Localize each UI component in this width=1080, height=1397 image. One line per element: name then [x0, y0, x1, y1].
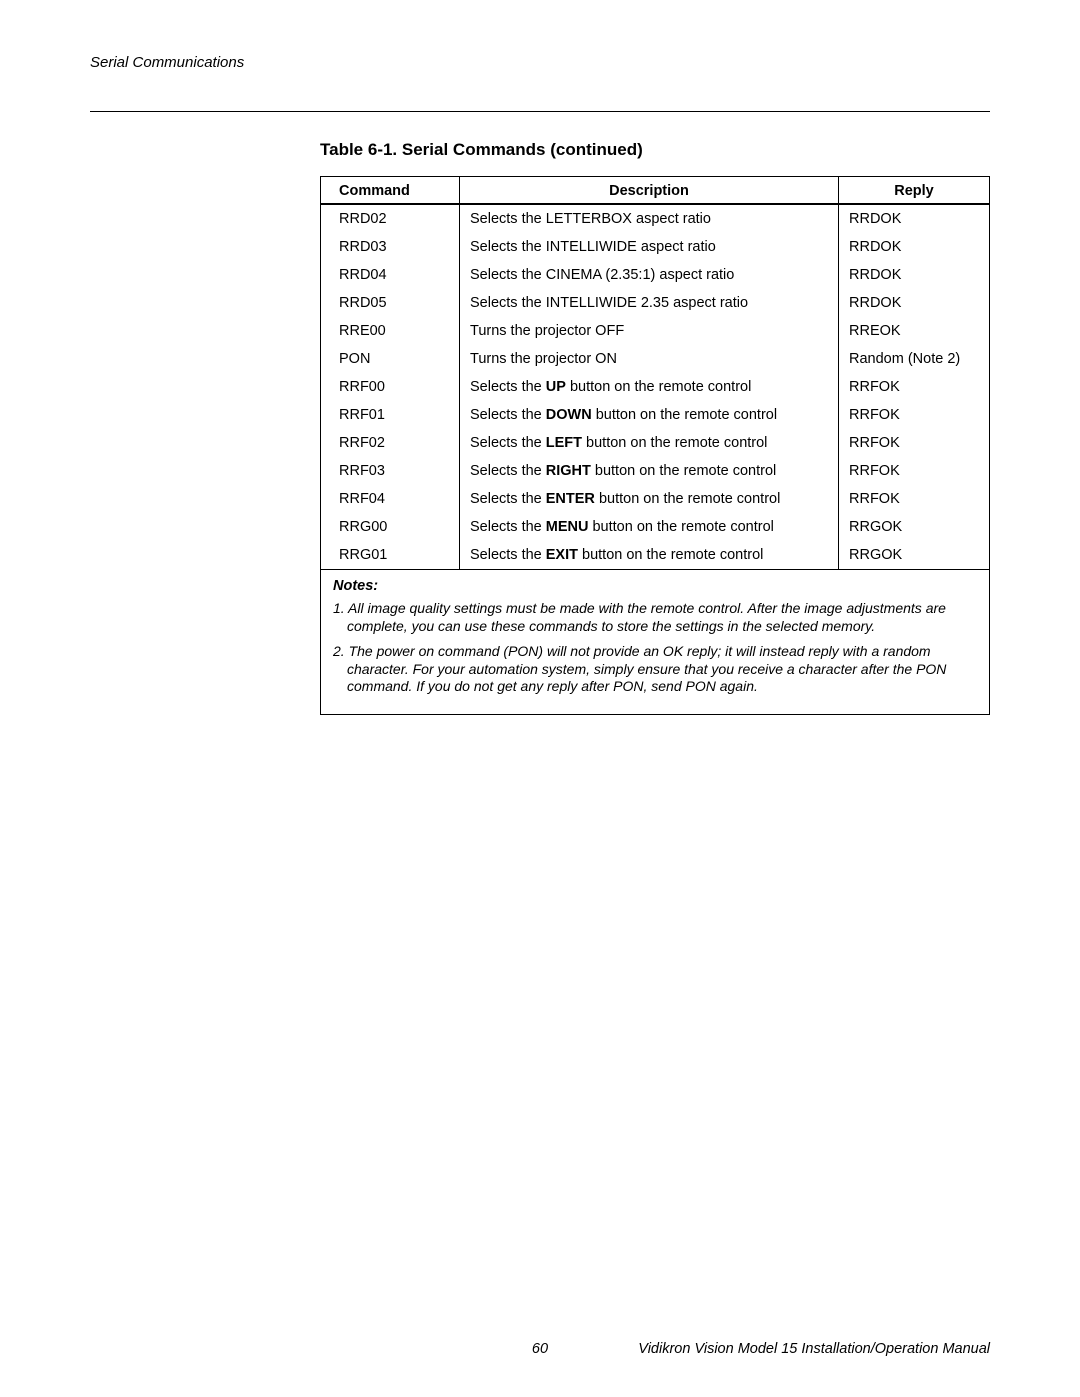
cell-description: Selects the CINEMA (2.35:1) aspect ratio — [460, 261, 839, 289]
cell-description: Selects the RIGHT button on the remote c… — [460, 457, 839, 485]
desc-bold: EXIT — [546, 547, 578, 563]
col-header-reply: Reply — [839, 177, 990, 205]
cell-description: Selects the MENU button on the remote co… — [460, 513, 839, 541]
cell-description: Selects the INTELLIWIDE aspect ratio — [460, 233, 839, 261]
desc-text: Selects the INTELLIWIDE 2.35 aspect rati… — [470, 295, 748, 311]
desc-text: button on the remote control — [592, 407, 777, 423]
desc-text: Selects the — [470, 491, 546, 507]
serial-commands-table: Command Description Reply RRD02 Selects t… — [320, 176, 990, 715]
desc-text: Selects the CINEMA (2.35:1) aspect ratio — [470, 267, 734, 283]
note-item: 2. The power on command (PON) will not p… — [333, 643, 977, 696]
desc-bold: MENU — [546, 519, 589, 535]
desc-bold: LEFT — [546, 435, 582, 451]
desc-bold: ENTER — [546, 491, 595, 507]
desc-text: Selects the INTELLIWIDE aspect ratio — [470, 239, 716, 255]
desc-text: button on the remote control — [582, 435, 767, 451]
table-row: RRF03Selects the RIGHT button on the rem… — [321, 457, 990, 485]
header-rule — [90, 111, 990, 112]
cell-command: RRG01 — [321, 541, 460, 570]
cell-command: RRG00 — [321, 513, 460, 541]
desc-text: Selects the — [470, 547, 546, 563]
cell-reply: RRFOK — [839, 485, 990, 513]
content-area: Table 6-1. Serial Commands (continued) C… — [320, 140, 990, 715]
cell-description: Turns the projector OFF — [460, 317, 839, 345]
notes-label: Notes: — [333, 578, 977, 594]
table-row: RRD03 Selects the INTELLIWIDE aspect rati… — [321, 233, 990, 261]
cell-description: Selects the LEFT button on the remote co… — [460, 429, 839, 457]
table-title: Table 6-1. Serial Commands (continued) — [320, 140, 990, 160]
table-row: RRG00Selects the MENU button on the remo… — [321, 513, 990, 541]
cell-command: RRF04 — [321, 485, 460, 513]
col-header-command: Command — [321, 177, 460, 205]
note-item: 1. All image quality settings must be ma… — [333, 600, 977, 635]
table-row: RRF00Selects the UP button on the remote… — [321, 373, 990, 401]
cell-reply: RRDOK — [839, 233, 990, 261]
table-row: RRD04 Selects the CINEMA (2.35:1) aspect … — [321, 261, 990, 289]
cell-reply: RRFOK — [839, 373, 990, 401]
desc-text: button on the remote control — [595, 491, 780, 507]
desc-text: Selects the — [470, 407, 546, 423]
table-row: RRE00 Turns the projector OFF RREOK — [321, 317, 990, 345]
cell-reply: RRDOK — [839, 204, 990, 233]
cell-reply: RREOK — [839, 317, 990, 345]
cell-reply: RRGOK — [839, 513, 990, 541]
table-row: RRD02 Selects the LETTERBOX aspect ratio R… — [321, 204, 990, 233]
cell-description: Selects the LETTERBOX aspect ratio — [460, 204, 839, 233]
desc-text: Turns the projector ON — [470, 351, 617, 367]
desc-text: button on the remote control — [578, 547, 763, 563]
cell-reply: RRDOK — [839, 261, 990, 289]
cell-reply: RRDOK — [839, 289, 990, 317]
table-row: RRD05 Selects the INTELLIWIDE 2.35 aspect… — [321, 289, 990, 317]
cell-reply: RRFOK — [839, 457, 990, 485]
cell-description: Selects the EXIT button on the remote co… — [460, 541, 839, 570]
desc-text: button on the remote control — [588, 519, 773, 535]
page-footer: 60 Vidikron Vision Model 15 Installation… — [90, 1341, 990, 1357]
desc-text: Selects the — [470, 435, 546, 451]
cell-description: Selects the DOWN button on the remote co… — [460, 401, 839, 429]
cell-reply: Random (Note 2) — [839, 345, 990, 373]
page-number: 60 — [532, 1341, 548, 1357]
table-row: RRF04Selects the ENTER button on the rem… — [321, 485, 990, 513]
cell-command: RRE00 — [321, 317, 460, 345]
cell-command: RRF02 — [321, 429, 460, 457]
cell-command: RRF01 — [321, 401, 460, 429]
desc-text: Selects the LETTERBOX aspect ratio — [470, 211, 711, 227]
cell-command: PON — [321, 345, 460, 373]
cell-command: RRD04 — [321, 261, 460, 289]
table-row: RRG01Selects the EXIT button on the remo… — [321, 541, 990, 570]
table-header-row: Command Description Reply — [321, 177, 990, 205]
cell-description: Turns the projector ON — [460, 345, 839, 373]
cell-command: RRD03 — [321, 233, 460, 261]
desc-bold: DOWN — [546, 407, 592, 423]
cell-reply: RRGOK — [839, 541, 990, 570]
cell-command: RRF00 — [321, 373, 460, 401]
cell-command: RRD02 — [321, 204, 460, 233]
cell-command: RRF03 — [321, 457, 460, 485]
desc-text: Selects the — [470, 379, 546, 395]
desc-text: Selects the — [470, 519, 546, 535]
cell-reply: RRFOK — [839, 401, 990, 429]
table-row: PON Turns the projector ON Random (Note 2) — [321, 345, 990, 373]
table-notes-row: Notes: 1. All image quality settings mus… — [321, 570, 990, 715]
table-row: RRF01Selects the DOWN button on the remo… — [321, 401, 990, 429]
desc-text: button on the remote control — [591, 463, 776, 479]
running-header: Serial Communications — [90, 54, 990, 71]
cell-description: Selects the UP button on the remote cont… — [460, 373, 839, 401]
desc-text: Selects the — [470, 463, 546, 479]
cell-command: RRD05 — [321, 289, 460, 317]
footer-title: Vidikron Vision Model 15 Installation/Op… — [638, 1341, 990, 1357]
desc-text: button on the remote control — [566, 379, 751, 395]
col-header-description: Description — [460, 177, 839, 205]
desc-bold: UP — [546, 379, 566, 395]
cell-description: Selects the ENTER button on the remote c… — [460, 485, 839, 513]
desc-text: Turns the projector OFF — [470, 323, 624, 339]
cell-description: Selects the INTELLIWIDE 2.35 aspect rati… — [460, 289, 839, 317]
desc-bold: RIGHT — [546, 463, 591, 479]
cell-reply: RRFOK — [839, 429, 990, 457]
table-row: RRF02Selects the LEFT button on the remo… — [321, 429, 990, 457]
